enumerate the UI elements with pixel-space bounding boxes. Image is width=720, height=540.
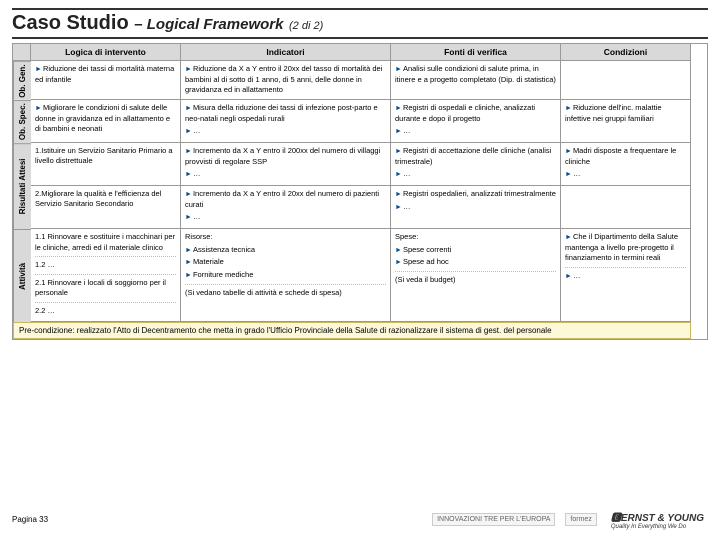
row-label-obspec: Ob. Spec. xyxy=(13,100,31,143)
obspec-indic: ►Misura della riduzione dei tassi di inf… xyxy=(181,100,391,143)
header-logic: Logica di intervento xyxy=(31,44,181,61)
title-sub: – Logical Framework xyxy=(134,16,283,33)
ris1-fonti: ►Registri di accettazione delle cliniche… xyxy=(391,143,561,186)
header-conditions: Condizioni xyxy=(561,44,691,61)
footer-logos: INNOVAZIONI TRE PER L'EUROPA formez 🅴ERN… xyxy=(432,507,708,532)
row-label-attivita: Attività xyxy=(13,229,31,322)
obspec-fonti: ►Registri di ospedali e cliniche, analiz… xyxy=(391,100,561,143)
ris2-indic: ►Incremento da X a Y entro il 20xx del n… xyxy=(181,186,391,229)
att-cond: ►Che il Dipartimento della Salute manten… xyxy=(561,229,691,322)
obgen-indic: ►Riduzione da X a Y entro il 20xx del ta… xyxy=(181,61,391,100)
logframe-table: Logica di intervento Indicatori Fonti di… xyxy=(12,43,708,340)
title-count: (2 di 2) xyxy=(289,20,323,32)
logo-ey: 🅴ERNST & YOUNG Quality In Everything We … xyxy=(607,507,708,532)
ris2-fonti: ►Registri ospedalieri, analizzati trimes… xyxy=(391,186,561,229)
att-indic: Risorse: ►Assistenza tecnica ►Materiale … xyxy=(181,229,391,322)
page-number: Pagina 33 xyxy=(12,515,48,524)
att-logic: 1.1 Rinnovare e sostituire i macchinari … xyxy=(31,229,181,322)
logo-formez: formez xyxy=(565,513,596,526)
ris2-logic: 2.Migliorare la qualità e l'efficienza d… xyxy=(31,186,181,229)
att-fonti: Spese: ►Spese correnti ►Spese ad hoc (Si… xyxy=(391,229,561,322)
row-label-risultati: Risultati Attesi xyxy=(13,143,31,229)
ris2-cond xyxy=(561,186,691,229)
row-label-obgen: Ob. Gen. xyxy=(13,61,31,100)
title-main: Caso Studio xyxy=(12,12,129,34)
footer: Pagina 33 INNOVAZIONI TRE PER L'EUROPA f… xyxy=(12,507,708,532)
logo-tre: INNOVAZIONI TRE PER L'EUROPA xyxy=(432,513,555,526)
obspec-cond: ►Riduzione dell'inc. malattie infettive … xyxy=(561,100,691,143)
header-corner xyxy=(13,44,31,61)
ris1-cond: ►Madri disposte a frequentare le clinich… xyxy=(561,143,691,186)
header-indicators: Indicatori xyxy=(181,44,391,61)
obspec-logic: ►Migliorare le condizioni di salute dell… xyxy=(31,100,181,143)
obgen-logic: ►Riduzione dei tassi di mortalità matern… xyxy=(31,61,181,100)
ris1-indic: ►Incremento da X a Y entro il 200xx del … xyxy=(181,143,391,186)
title-bar: Caso Studio – Logical Framework (2 di 2) xyxy=(12,8,708,39)
obgen-fonti: ►Analisi sulle condizioni di salute prim… xyxy=(391,61,561,100)
obgen-cond xyxy=(561,61,691,100)
header-sources: Fonti di verifica xyxy=(391,44,561,61)
ris1-logic: 1.Istituire un Servizio Sanitario Primar… xyxy=(31,143,181,186)
precondition: Pre-condizione: realizzato l'Atto di Dec… xyxy=(13,322,691,339)
